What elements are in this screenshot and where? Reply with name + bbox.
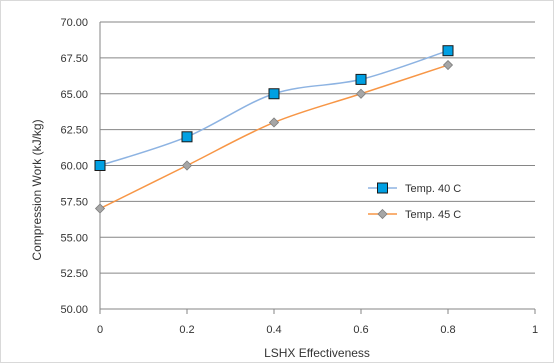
y-tick-label: 55.00	[60, 232, 88, 244]
data-point	[94, 160, 106, 171]
y-tick-label: 67.50	[60, 53, 88, 65]
legend-marker	[377, 208, 388, 220]
data-point	[181, 131, 193, 143]
y-tick-label: 50.00	[60, 304, 88, 316]
series-line	[99, 64, 449, 210]
legend-marker	[377, 182, 388, 194]
series-1	[94, 45, 454, 171]
y-tick-label: 57.50	[60, 196, 88, 208]
y-tick-label: 62.50	[60, 125, 88, 137]
y-tick-label: 60.00	[60, 161, 88, 173]
data-point	[181, 160, 193, 171]
y-tick-label: 65.00	[60, 89, 88, 101]
x-tick-label: 0.4	[266, 324, 281, 336]
x-tick-label: 0.6	[353, 324, 368, 336]
y-tick-label: 52.50	[60, 268, 88, 280]
x-tick-labels: 0 0.2 0.4 0.6 0.8 1	[97, 324, 538, 336]
series-group	[94, 45, 454, 214]
x-tick-label: 1	[532, 324, 538, 336]
legend-label: Temp. 40 C	[405, 183, 461, 195]
y-tick-label: 70.00	[60, 17, 88, 29]
x-tick-label: 0.8	[440, 324, 455, 336]
legend-item: Temp. 40 C	[368, 182, 461, 195]
series-line	[99, 49, 449, 167]
data-point	[94, 203, 106, 214]
gridlines	[100, 21, 535, 310]
data-point	[355, 73, 367, 85]
x-tick-label: 0.2	[179, 324, 194, 336]
data-point	[442, 59, 454, 71]
axes	[99, 22, 536, 314]
legend-item: Temp. 45 C	[368, 208, 461, 221]
x-axis-label: LSHX Effectiveness	[264, 346, 370, 360]
data-point	[355, 88, 367, 99]
y-tick-labels: 50.00 52.50 55.00 57.50 60.00 62.50 65.00 67.50…	[60, 17, 88, 316]
legend-label: Temp. 45 C	[405, 209, 461, 221]
x-tick-label: 0	[97, 324, 103, 336]
y-axis-label: Compression Work (kJ/kg)	[30, 119, 44, 260]
data-point	[442, 45, 454, 57]
series-2	[94, 59, 454, 214]
legend: Temp. 40 C Temp. 45 C	[368, 182, 461, 221]
data-point	[268, 88, 280, 100]
data-point	[268, 117, 280, 128]
